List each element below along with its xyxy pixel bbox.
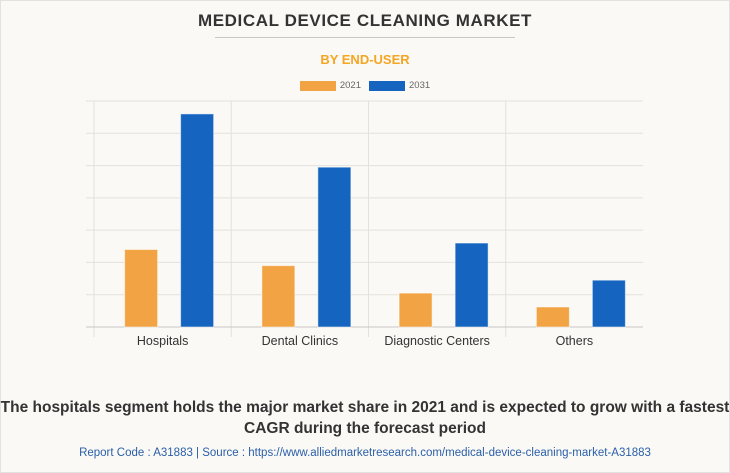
- legend-item-2031[interactable]: 2031: [369, 80, 430, 91]
- legend-item-2021[interactable]: 2021: [299, 80, 361, 91]
- legend-swatch-2021: [299, 80, 336, 91]
- x-tick-label: Dental Clinics: [262, 334, 338, 348]
- x-tick-label: Hospitals: [137, 334, 188, 348]
- title-divider: [215, 37, 515, 38]
- bar-2021-others: [535, 306, 570, 328]
- chart-title: MEDICAL DEVICE CLEANING MARKET: [197, 11, 533, 30]
- legend-swatch-2031: [369, 80, 405, 91]
- legend-label-2031: 2031: [409, 80, 431, 91]
- x-tick-label: Diagnostic Centers: [384, 334, 490, 348]
- bar-2021-dental-clinics: [261, 265, 296, 328]
- legend-label-2021: 2021: [339, 80, 361, 91]
- chart-subtitle: BY END-USER: [320, 52, 410, 67]
- legend: 2021 2031: [0, 80, 730, 91]
- bar-2031-others: [591, 279, 626, 328]
- bar-2031-dental-clinics: [317, 166, 352, 328]
- bar-2021-hospitals: [124, 249, 159, 328]
- x-tick-label: Others: [556, 334, 594, 348]
- bar-2031-diagnostic-centers: [454, 242, 489, 328]
- source-line[interactable]: Report Code : A31883 | Source : https://…: [79, 447, 651, 459]
- chart-caption: The hospitals segment holds the major ma…: [0, 399, 730, 437]
- bar-2031-hospitals: [180, 113, 215, 328]
- bar-2021-diagnostic-centers: [398, 292, 433, 328]
